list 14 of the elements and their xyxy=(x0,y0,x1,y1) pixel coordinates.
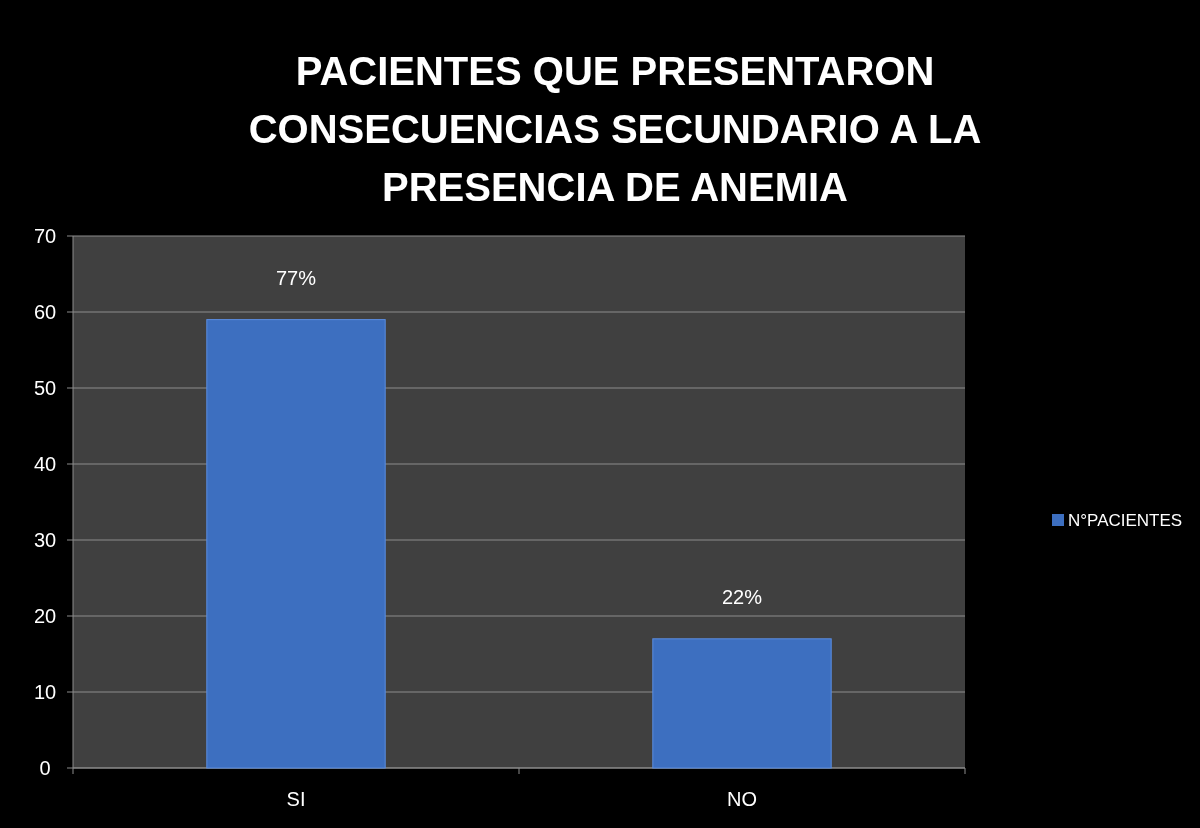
y-tick-label: 30 xyxy=(33,529,57,551)
y-tick-label: 70 xyxy=(33,225,57,247)
x-tick-label: SI xyxy=(286,788,306,810)
y-tick-label: 50 xyxy=(33,377,57,399)
y-tick-label: 20 xyxy=(33,605,57,627)
annotation: 77% xyxy=(275,266,317,289)
y-tick-label: 40 xyxy=(33,453,57,475)
annotation: 22% xyxy=(721,585,763,608)
legend-label: N°PACIENTES xyxy=(1068,511,1183,530)
x-tick-label: NO xyxy=(727,788,757,810)
y-tick-label: 60 xyxy=(33,301,57,323)
y-tick-label: 10 xyxy=(33,681,57,703)
chart-title: PACIENTES QUE PRESENTARON CONSECUENCIAS SECUNDARIO A LA PRESENCIA DE ANEMIA xyxy=(248,49,982,209)
y-tick-label: 0 xyxy=(39,757,51,779)
